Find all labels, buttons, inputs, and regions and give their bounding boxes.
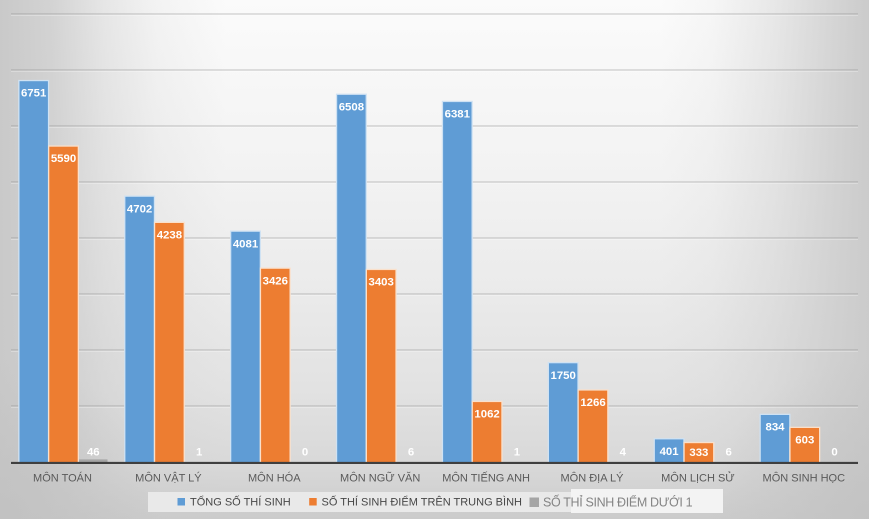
svg-text:6: 6 <box>408 447 414 459</box>
svg-text:MÔN SINH HỌC: MÔN SINH HỌC <box>763 472 846 485</box>
svg-text:401: 401 <box>660 446 680 458</box>
svg-text:MÔN NGỮ VĂN: MÔN NGỮ VĂN <box>340 472 420 485</box>
svg-text:MÔN VẬT LÝ: MÔN VẬT LÝ <box>135 472 202 485</box>
svg-text:5590: 5590 <box>51 153 76 165</box>
svg-text:3426: 3426 <box>263 275 288 287</box>
svg-text:1062: 1062 <box>474 409 499 421</box>
svg-text:MÔN HÓA: MÔN HÓA <box>248 472 301 485</box>
svg-text:1: 1 <box>196 447 203 459</box>
svg-text:4702: 4702 <box>127 203 152 215</box>
svg-text:6751: 6751 <box>21 88 47 100</box>
svg-text:MÔN TIẾNG ANH: MÔN TIẾNG ANH <box>442 472 530 485</box>
svg-text:46: 46 <box>87 447 100 459</box>
svg-text:TỔNG SỐ THÍ SINH: TỔNG SỐ THÍ SINH <box>190 495 291 509</box>
svg-text:SỐ THỈ SINH ĐIỂM DƯỚI 1: SỐ THỈ SINH ĐIỂM DƯỚI 1 <box>543 495 693 510</box>
svg-text:4081: 4081 <box>233 238 259 250</box>
svg-text:834: 834 <box>765 422 785 434</box>
svg-text:MÔN LỊCH SỬ: MÔN LỊCH SỬ <box>661 472 735 485</box>
svg-text:MÔN ĐỊA LÝ: MÔN ĐỊA LÝ <box>561 472 625 485</box>
svg-text:0: 0 <box>831 447 837 459</box>
svg-text:0: 0 <box>302 447 308 459</box>
svg-text:4238: 4238 <box>157 230 182 242</box>
svg-text:MÔN TOÁN: MÔN TOÁN <box>33 472 92 485</box>
svg-text:6508: 6508 <box>339 101 364 113</box>
svg-text:1: 1 <box>514 447 521 459</box>
svg-text:SỐ THÍ SINH ĐIỂM TRÊN TRUNG BÌ: SỐ THÍ SINH ĐIỂM TRÊN TRUNG BÌNH <box>322 495 523 509</box>
svg-text:4: 4 <box>620 447 627 459</box>
svg-text:1266: 1266 <box>580 397 605 409</box>
svg-text:3403: 3403 <box>369 277 394 289</box>
svg-text:603: 603 <box>795 435 814 447</box>
svg-text:333: 333 <box>689 447 708 459</box>
svg-text:6381: 6381 <box>445 109 471 121</box>
svg-text:6: 6 <box>726 447 732 459</box>
svg-text:1750: 1750 <box>551 370 576 382</box>
